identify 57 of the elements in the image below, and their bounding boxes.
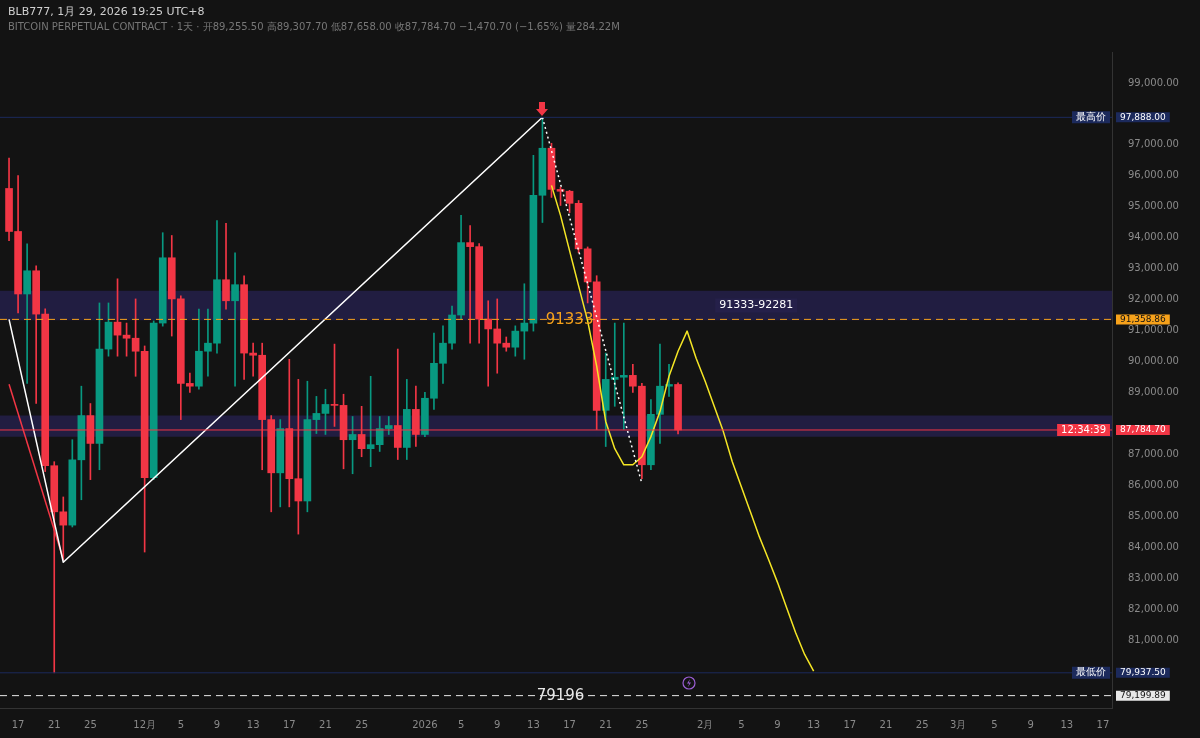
ref-line-label: 97,888.00 [1120,111,1167,122]
x-tick-label: 17 [563,718,576,730]
x-tick-label: 5 [457,718,465,730]
y-tick-label: 87,000.00 [1128,447,1179,459]
y-tick-label: 94,000.00 [1128,231,1179,243]
x-tick-label: 2月 [696,718,714,730]
chart-title: BLB777, 1月 29, 2026 19:25 UTC+8 [8,4,205,19]
y-tick-label: 93,000.00 [1128,262,1179,274]
x-tick-label: 9 [213,718,221,730]
x-tick-label: 5 [177,718,184,730]
x-tick-label: 25 [84,718,97,730]
x-tick-label: 25 [635,718,649,730]
ref-line-label: 91,358.86 [1120,313,1167,324]
x-tick-label: 21 [599,718,613,730]
y-tick-label: 81,000.00 [1128,633,1179,645]
y-tick-label: 83,000.00 [1128,571,1179,583]
x-tick-label: 21 [47,718,61,730]
x-tick-label: 12月 [133,718,157,730]
x-tick-label: 2026 [412,718,438,730]
y-tick-label: 92,000.00 [1128,293,1179,305]
x-tick-label: 5 [991,718,998,730]
y-tick-label: 86,000.00 [1128,478,1179,490]
y-tick-label: 89,000.00 [1128,385,1179,397]
x-tick-label: 13 [807,718,821,730]
x-tick-label: 21 [319,718,332,730]
ref-line-label: 79,199.89 [1120,689,1167,700]
y-tick-label: 90,000.00 [1128,355,1179,367]
band-label: 91333-92281 [719,298,794,312]
ref-line-label: 87,784.70 [1120,424,1167,435]
x-tick-label: 5 [738,718,745,730]
annotation: 12:34:39 [1061,423,1106,435]
x-tick-label: 3月 [950,718,967,730]
x-tick-label: 17 [11,718,25,730]
x-tick-label: 9 [494,718,501,730]
y-tick-label: 85,000.00 [1128,509,1179,521]
x-tick-label: 17 [843,718,857,730]
x-tick-label: 13 [246,718,260,730]
x-tick-label: 25 [355,718,368,730]
y-tick-label: 91,000.00 [1128,324,1179,336]
y-tick-label: 96,000.00 [1128,169,1179,181]
x-tick-label: 9 [1027,718,1034,730]
y-tick-label: 82,000.00 [1128,602,1179,614]
y-tick-label: 97,000.00 [1128,138,1179,150]
x-tick-label: 13 [527,718,540,730]
y-tick-label: 84,000.00 [1128,540,1179,552]
x-tick-label: 13 [1060,718,1074,730]
x-tick-label: 21 [879,718,893,730]
annotation: 最高价 [1076,110,1106,122]
y-tick-label: 99,000.00 [1128,76,1179,88]
x-tick-label: 17 [282,718,296,730]
annotation: 最低价 [1076,666,1106,678]
ref-line-label: 79,937.50 [1120,667,1167,678]
x-tick-label: 9 [774,718,781,730]
chart-subtitle: BITCOIN PERPETUAL CONTRACT · 1天 · 开89,255.50 高89,307.70 低87,658.00 收87,784.70 −1,470.70 (−1.65%) 量284.22M [8,20,620,34]
y-tick-label: 95,000.00 [1128,200,1179,212]
x-tick-label: 25 [915,718,929,730]
x-tick-label: 17 [1096,718,1110,730]
